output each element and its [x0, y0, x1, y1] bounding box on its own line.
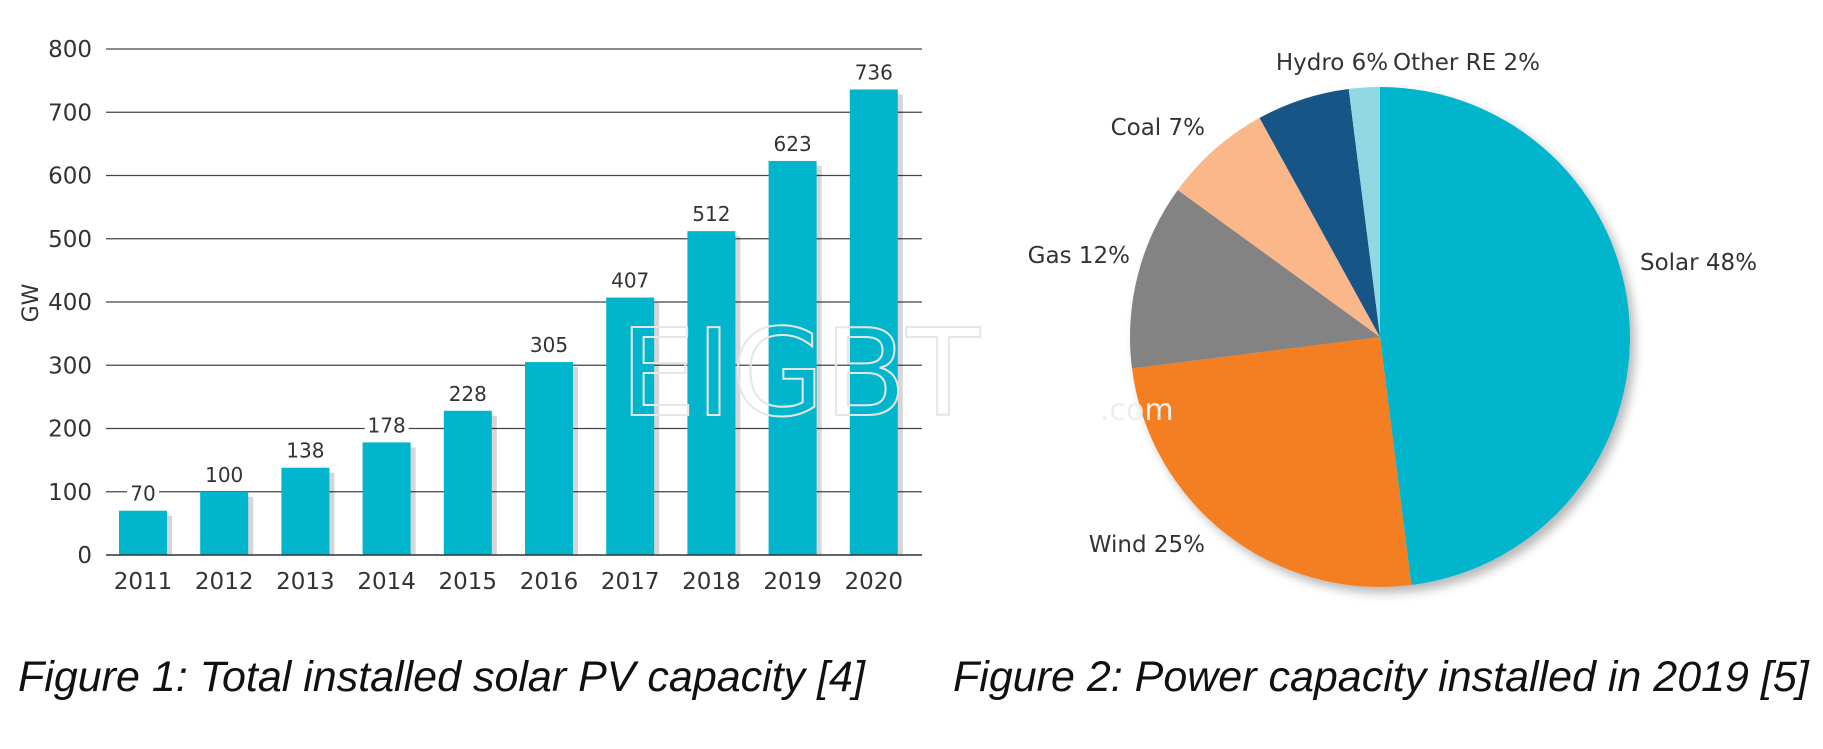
- pie-slice: [1131, 337, 1412, 588]
- y-axis-tick-labels: 0 100 200 300 400 500 600 700 800: [48, 37, 92, 569]
- bars: [119, 89, 903, 555]
- y-tick-label: 600: [48, 164, 92, 190]
- value-label-bg: [445, 383, 490, 405]
- y-tick-label: 100: [48, 480, 92, 506]
- value-label-bg: [608, 270, 653, 292]
- value-label-bg: [202, 464, 247, 486]
- y-tick-label: 0: [77, 543, 92, 569]
- bar: [362, 442, 411, 555]
- pie-slice: [1177, 117, 1380, 337]
- y-tick-label: 700: [48, 100, 92, 126]
- x-axis-tick-labels: 2011 2012 2013 2014 2015 2016 2017 2018 2019 2020: [114, 569, 903, 595]
- y-tick-label: 400: [48, 290, 92, 316]
- x-tick-label: 2020: [845, 569, 904, 595]
- watermark-text: EIGBT: [620, 305, 981, 444]
- value-label-bg: [527, 335, 571, 357]
- bar: [281, 467, 330, 555]
- watermark-logo: EIGBT .com: [619, 304, 1174, 445]
- bar: [119, 510, 167, 555]
- value-label-bg: [689, 204, 734, 226]
- bar-value-labels: 70 100 138 178 228 305 407 512 623 736: [127, 60, 896, 506]
- pie-slice: [1348, 87, 1380, 337]
- pie-slice-label: Solar 48%: [1640, 250, 1757, 276]
- x-tick-label: 2014: [357, 569, 416, 595]
- x-tick-label: 2017: [601, 569, 660, 595]
- pie-slices: [1130, 87, 1631, 588]
- x-tick-label: 2015: [439, 569, 498, 595]
- pie-slice-label: Gas 12%: [1028, 243, 1130, 269]
- pie-slice-label: Coal 7%: [1111, 115, 1205, 141]
- pie-slice-label: Hydro 6%: [1276, 50, 1388, 76]
- bar-chart: 0 100 200 300 400 500 600 700 800 GW 70 100 138 178…: [19, 37, 922, 595]
- value-label-bg: [283, 440, 328, 462]
- value-label-bg: [127, 483, 159, 505]
- figure-2-caption: Figure 2: Power capacity installed in 20…: [953, 653, 1809, 701]
- bar: [768, 160, 817, 555]
- pie-slice-label: Other RE 2%: [1393, 50, 1540, 76]
- bar: [606, 297, 655, 555]
- x-tick-label: 2012: [195, 569, 254, 595]
- bar-value-label: 407: [611, 269, 649, 293]
- pie-slice-label: Wind 25%: [1089, 532, 1205, 558]
- x-tick-label: 2011: [114, 569, 173, 595]
- bar: [200, 491, 249, 555]
- y-tick-label: 200: [48, 417, 92, 443]
- bar-value-label: 70: [130, 482, 155, 506]
- watermark-suffix: .com: [1100, 393, 1174, 428]
- value-label-bg: [770, 133, 815, 155]
- y-tick-label: 800: [48, 37, 92, 63]
- value-label-bg: [364, 415, 409, 437]
- x-tick-label: 2019: [763, 569, 822, 595]
- gridlines: [106, 48, 922, 493]
- bar-value-label: 138: [286, 439, 324, 463]
- x-tick-label: 2016: [520, 569, 579, 595]
- bar: [525, 362, 573, 555]
- y-tick-label: 500: [48, 227, 92, 253]
- bar: [849, 89, 898, 555]
- pie-slice: [1130, 190, 1380, 369]
- y-tick-label: 300: [48, 353, 92, 379]
- bar-value-label: 100: [205, 463, 243, 487]
- pie-slice: [1380, 87, 1631, 586]
- bar-value-label: 512: [692, 202, 730, 226]
- pie-chart: Solar 48% Wind 25% Gas 12% Coal 7% Hydro 6% O…: [1028, 50, 1757, 588]
- y-axis-title: GW: [19, 283, 44, 322]
- bar: [687, 231, 736, 555]
- figure-1-caption: Figure 1: Total installed solar PV capac…: [18, 653, 865, 701]
- bar-value-label: 178: [368, 413, 406, 437]
- bar-value-label: 736: [855, 60, 893, 84]
- bar: [443, 410, 492, 555]
- value-label-bg: [851, 62, 896, 84]
- x-tick-label: 2013: [276, 569, 335, 595]
- pie-labels: Solar 48% Wind 25% Gas 12% Coal 7% Hydro 6% O…: [1028, 50, 1757, 558]
- bar-value-label: 305: [530, 333, 568, 357]
- x-tick-label: 2018: [682, 569, 741, 595]
- bar-value-label: 228: [449, 382, 487, 406]
- bar-value-label: 623: [774, 132, 812, 156]
- pie-slice: [1259, 88, 1380, 338]
